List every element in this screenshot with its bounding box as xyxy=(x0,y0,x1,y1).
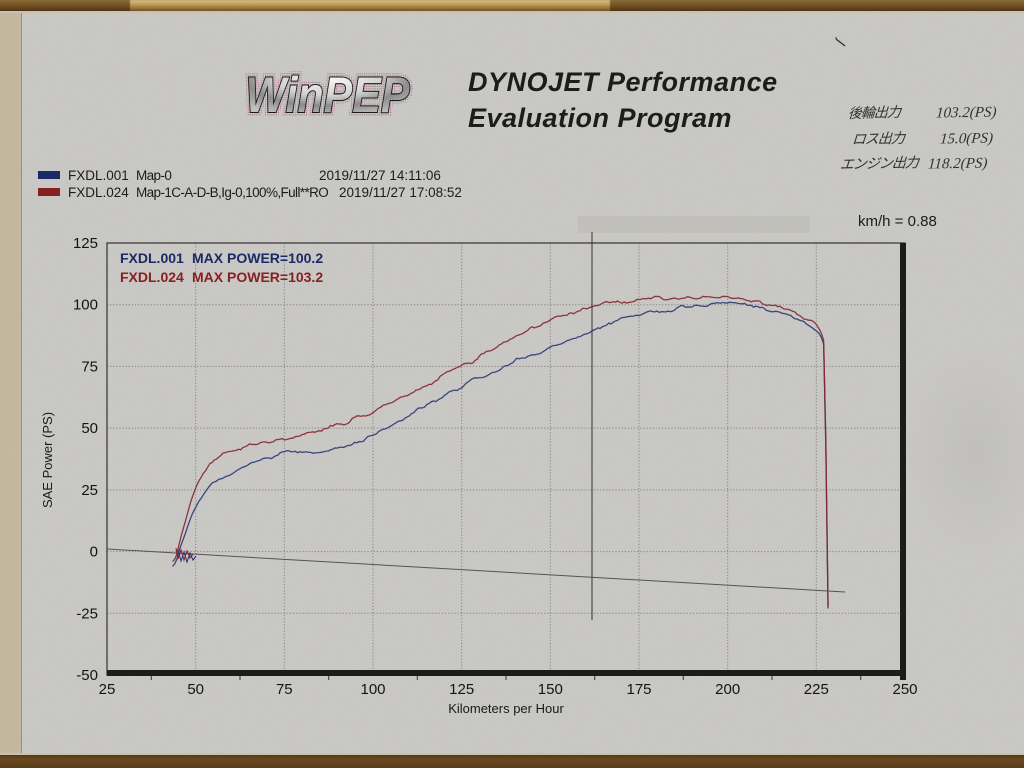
svg-text:50: 50 xyxy=(187,681,204,698)
svg-text:-25: -25 xyxy=(76,605,98,622)
svg-text:250: 250 xyxy=(892,681,917,698)
svg-text:200: 200 xyxy=(715,681,740,698)
svg-text:25: 25 xyxy=(99,681,116,698)
svg-text:125: 125 xyxy=(73,235,98,252)
svg-text:100: 100 xyxy=(360,681,385,698)
svg-text:125: 125 xyxy=(449,681,474,698)
svg-text:75: 75 xyxy=(81,358,98,375)
svg-text:MAX POWER=103.2: MAX POWER=103.2 xyxy=(192,269,323,285)
svg-text:25: 25 xyxy=(81,482,98,499)
svg-text:-50: -50 xyxy=(76,667,98,684)
svg-text:100: 100 xyxy=(73,297,98,314)
svg-text:50: 50 xyxy=(81,420,98,437)
svg-text:MAX POWER=100.2: MAX POWER=100.2 xyxy=(192,250,323,266)
svg-text:0: 0 xyxy=(90,544,98,561)
svg-text:FXDL.024: FXDL.024 xyxy=(120,269,184,285)
svg-text:75: 75 xyxy=(276,681,293,698)
svg-text:225: 225 xyxy=(804,681,829,698)
svg-text:SAE Power (PS): SAE Power (PS) xyxy=(40,412,55,508)
svg-text:150: 150 xyxy=(538,681,563,698)
svg-text:FXDL.001: FXDL.001 xyxy=(120,250,184,266)
svg-text:175: 175 xyxy=(626,681,651,698)
svg-text:Kilometers per Hour: Kilometers per Hour xyxy=(448,701,564,716)
